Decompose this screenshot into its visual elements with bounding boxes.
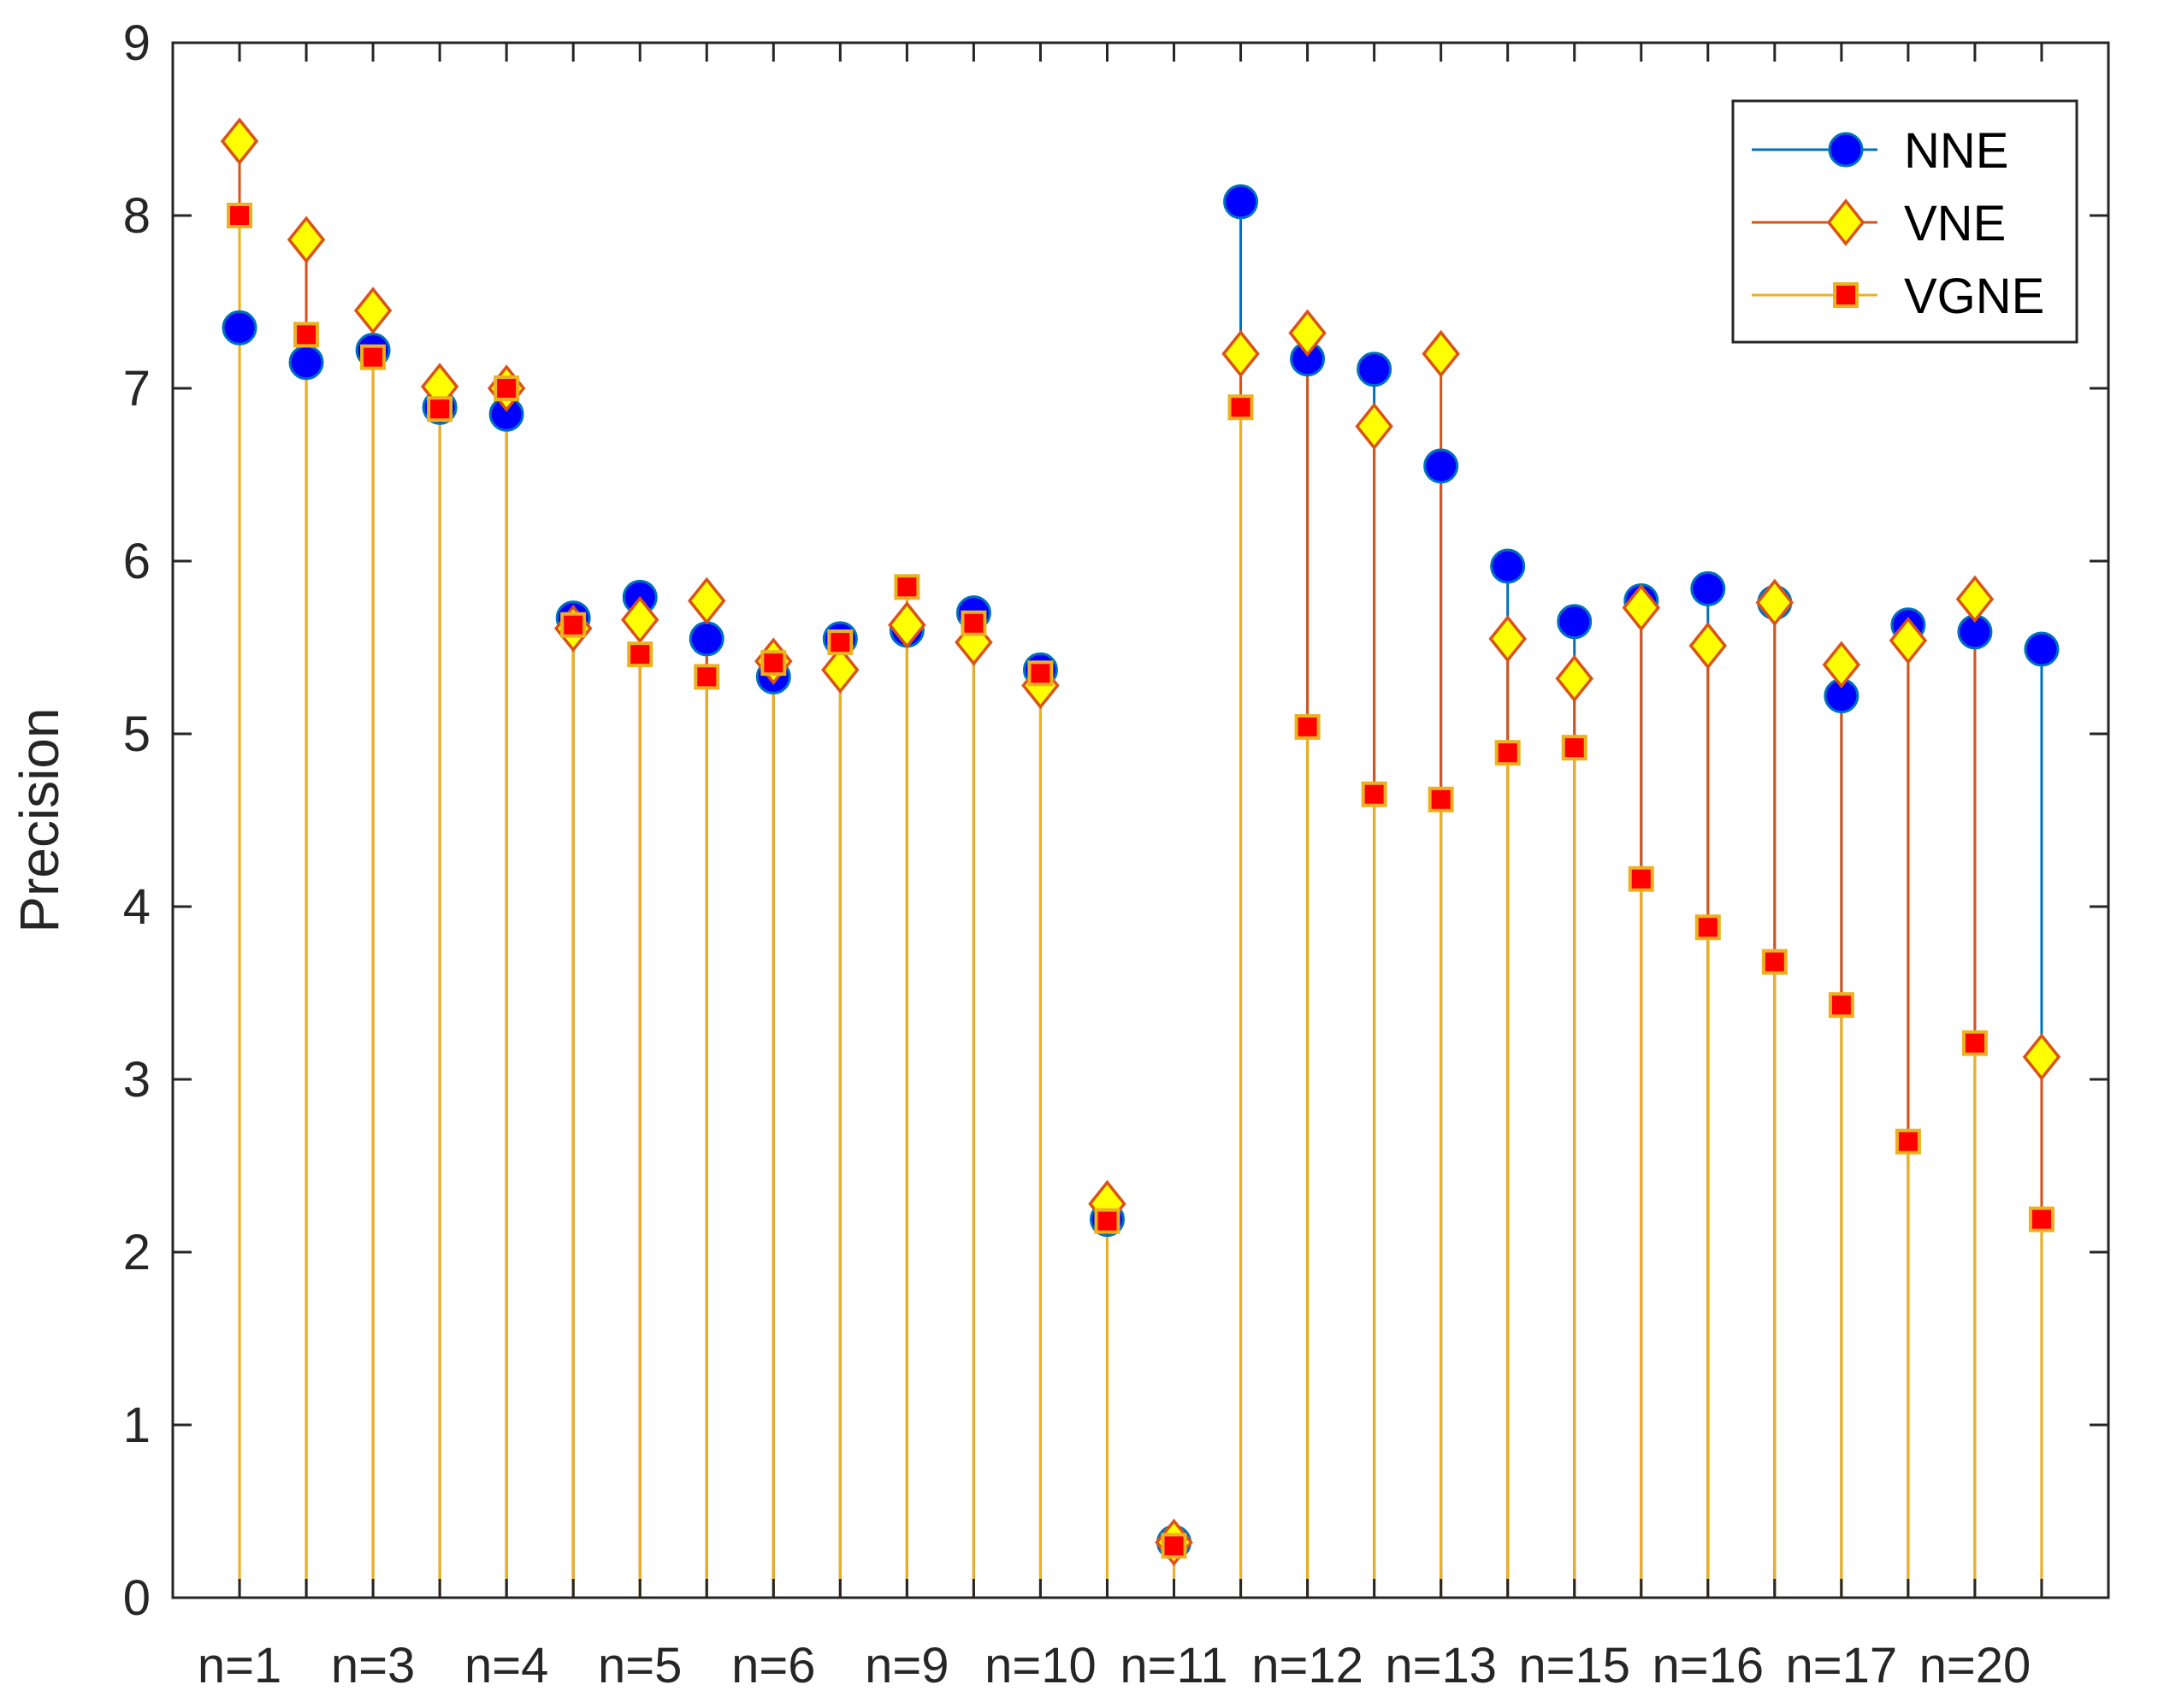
stems-layer: [238, 141, 2043, 1598]
markers-layer: [220, 117, 2061, 1567]
y-tick-label-9: 9: [123, 15, 151, 71]
point-vne-8: [688, 576, 726, 625]
x-tick-label-12: n=16: [1652, 1638, 1764, 1693]
x-tick-label-4: n=5: [598, 1638, 682, 1693]
x-tick-label-8: n=11: [1120, 1638, 1227, 1693]
point-nne-28: [2024, 631, 2060, 667]
y-axis-label: Precision: [9, 707, 70, 932]
point-nne-19: [1423, 448, 1459, 484]
point-nne-8: [689, 621, 724, 657]
point-nne-23: [1690, 570, 1726, 606]
point-vgne-11: [894, 574, 920, 600]
point-vgne-25: [1828, 992, 1854, 1019]
point-vgne-15: [1161, 1533, 1187, 1559]
point-vne-27: [1955, 575, 1995, 624]
point-vgne-3: [360, 344, 387, 370]
point-vgne-4: [427, 396, 453, 423]
point-vgne-2: [293, 322, 320, 348]
point-vgne-24: [1761, 949, 1788, 975]
point-vgne-20: [1494, 740, 1521, 766]
point-vne-20: [1488, 615, 1527, 663]
x-tick-label-3: n=4: [464, 1638, 548, 1693]
point-nne-20: [1490, 548, 1526, 584]
y-tick-label-0: 0: [123, 1570, 151, 1626]
legend-marker-vne: [1826, 198, 1865, 246]
x-tick-label-6: n=9: [865, 1638, 949, 1693]
point-vne-3: [353, 287, 393, 334]
point-vgne-13: [1027, 660, 1054, 687]
y-tick-label-1: 1: [123, 1398, 151, 1453]
point-vgne-9: [760, 650, 787, 677]
point-vne-23: [1688, 622, 1728, 670]
x-tick-label-1: n=1: [198, 1638, 281, 1693]
y-tick-label-7: 7: [123, 361, 151, 417]
point-vne-26: [1889, 617, 1928, 665]
point-vgne-7: [627, 641, 653, 668]
point-nne-21: [1557, 604, 1593, 640]
point-vgne-5: [494, 375, 520, 401]
point-vgne-26: [1895, 1128, 1921, 1155]
legend-label-vgne: VGNE: [1904, 269, 2044, 324]
point-vne-11: [888, 600, 926, 649]
point-nne-16: [1223, 184, 1259, 220]
point-vgne-18: [1361, 781, 1387, 807]
point-vgne-27: [1961, 1030, 1988, 1056]
point-vgne-8: [694, 664, 720, 690]
y-tick-label-8: 8: [123, 188, 151, 244]
point-vne-10: [821, 646, 860, 694]
point-vne-28: [2022, 1032, 2061, 1081]
axes-layer: 0 1 2 3 4 5 6 7 8 9 n=1 n=3 n=4 n=5 n=6 n=9 n=10 n=11 n=12…: [123, 15, 2110, 1693]
point-vgne-1: [227, 203, 253, 228]
point-vne-21: [1555, 654, 1593, 703]
point-vne-16: [1221, 329, 1260, 378]
x-tick-label-7: n=10: [984, 1638, 1097, 1693]
point-vgne-28: [2028, 1206, 2055, 1232]
legend: NNE VNE VGNE: [1731, 99, 2078, 344]
x-tick-label-9: n=12: [1251, 1638, 1363, 1693]
point-vne-18: [1355, 402, 1393, 451]
legend-label-vne: VNE: [1904, 196, 2006, 251]
x-tick-label-14: n=20: [1919, 1638, 2031, 1693]
point-vgne-17: [1294, 713, 1321, 740]
point-vne-1: [220, 117, 259, 165]
point-vne-17: [1288, 309, 1327, 358]
point-nne-18: [1357, 352, 1392, 387]
y-tick-label-2: 2: [123, 1225, 151, 1280]
point-vne-7: [621, 595, 659, 644]
point-vne-25: [1822, 641, 1861, 689]
x-tick-label-11: n=15: [1518, 1638, 1630, 1693]
y-tick-label-3: 3: [123, 1052, 151, 1108]
legend-marker-nne: [1828, 132, 1864, 168]
point-nne-2: [288, 345, 324, 381]
x-tick-label-13: n=17: [1786, 1638, 1898, 1693]
point-nne-1: [222, 310, 257, 346]
point-vgne-22: [1628, 866, 1654, 892]
y-tick-label-5: 5: [123, 706, 151, 762]
point-vne-24: [1755, 578, 1794, 627]
point-vgne-16: [1227, 394, 1254, 421]
axes-box: [171, 41, 2110, 1599]
x-tick-label-5: n=6: [731, 1638, 815, 1693]
y-tick-label-6: 6: [123, 534, 151, 589]
point-vgne-12: [961, 610, 987, 636]
point-vgne-23: [1694, 914, 1721, 941]
y-tick-label-4: 4: [123, 879, 151, 935]
legend-marker-vgne: [1833, 282, 1859, 308]
x-tick-label-2: n=3: [331, 1638, 415, 1693]
point-vgne-10: [827, 629, 854, 655]
point-vne-2: [287, 216, 326, 264]
point-vgne-14: [1094, 1208, 1120, 1234]
x-tick-label-10: n=13: [1385, 1638, 1497, 1693]
legend-label-nne: NNE: [1904, 123, 2008, 179]
point-vgne-21: [1561, 735, 1587, 761]
point-vgne-19: [1428, 786, 1454, 813]
point-vne-22: [1622, 583, 1660, 632]
point-vgne-6: [560, 612, 587, 638]
point-vne-19: [1422, 329, 1460, 378]
